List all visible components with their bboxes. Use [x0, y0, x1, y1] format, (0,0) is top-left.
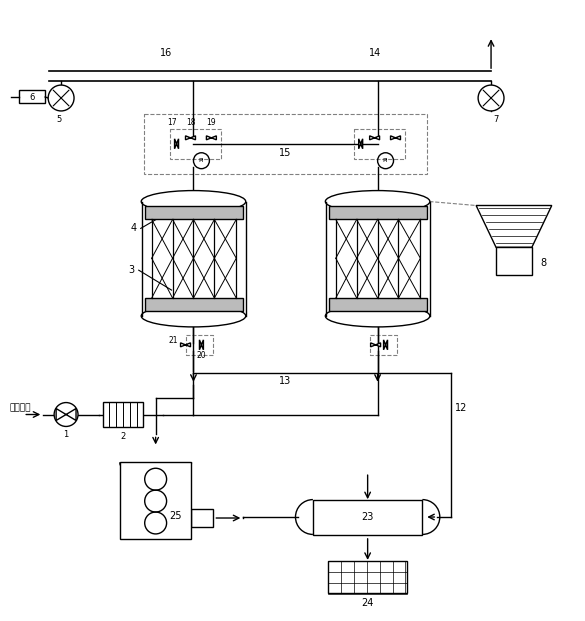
Text: 有机废气: 有机废气 — [9, 403, 31, 412]
Bar — [185, 335, 214, 355]
Bar — [144, 298, 243, 311]
Bar — [120, 462, 191, 539]
Text: 16: 16 — [160, 48, 172, 58]
Bar — [144, 207, 243, 219]
Bar — [144, 114, 428, 174]
Ellipse shape — [325, 191, 430, 212]
Bar — [19, 90, 45, 103]
Polygon shape — [56, 409, 76, 420]
Text: 12: 12 — [455, 402, 467, 412]
Text: 25: 25 — [169, 511, 182, 521]
Text: 3: 3 — [129, 265, 135, 275]
Polygon shape — [371, 343, 381, 347]
Bar — [370, 335, 397, 355]
Text: 15: 15 — [279, 148, 291, 158]
Text: 4: 4 — [130, 224, 137, 233]
Bar — [329, 207, 428, 219]
Text: 2: 2 — [120, 432, 125, 441]
Bar — [313, 500, 422, 535]
Circle shape — [48, 85, 74, 111]
Bar — [354, 129, 405, 159]
Text: 5: 5 — [57, 116, 62, 124]
Polygon shape — [199, 340, 204, 350]
Bar — [191, 509, 214, 527]
Text: 14: 14 — [369, 48, 381, 58]
Bar — [103, 402, 143, 427]
Bar — [496, 247, 532, 275]
Polygon shape — [185, 136, 195, 140]
Ellipse shape — [141, 191, 246, 212]
Ellipse shape — [325, 305, 430, 327]
Bar — [170, 129, 221, 159]
Bar — [329, 298, 428, 311]
Text: 1: 1 — [63, 430, 68, 439]
Text: 20: 20 — [197, 351, 207, 360]
Text: 24: 24 — [362, 597, 374, 607]
Text: 21: 21 — [169, 337, 178, 345]
Polygon shape — [391, 136, 401, 140]
Polygon shape — [207, 136, 216, 140]
Text: PI: PI — [383, 158, 388, 163]
Text: 8: 8 — [541, 258, 547, 268]
Polygon shape — [359, 139, 363, 149]
Text: 6: 6 — [30, 93, 35, 101]
Circle shape — [478, 85, 504, 111]
Text: 18: 18 — [185, 119, 195, 127]
Polygon shape — [384, 340, 387, 350]
Ellipse shape — [141, 305, 246, 327]
Polygon shape — [174, 139, 178, 149]
Polygon shape — [370, 136, 380, 140]
Text: 23: 23 — [362, 512, 374, 522]
Text: PI: PI — [199, 158, 204, 163]
Polygon shape — [181, 343, 191, 347]
Text: 19: 19 — [207, 119, 216, 127]
Bar — [328, 561, 407, 592]
Text: 13: 13 — [279, 376, 291, 386]
Text: 7: 7 — [493, 116, 499, 124]
Text: 17: 17 — [167, 119, 177, 127]
Circle shape — [54, 402, 78, 427]
Polygon shape — [476, 206, 552, 247]
